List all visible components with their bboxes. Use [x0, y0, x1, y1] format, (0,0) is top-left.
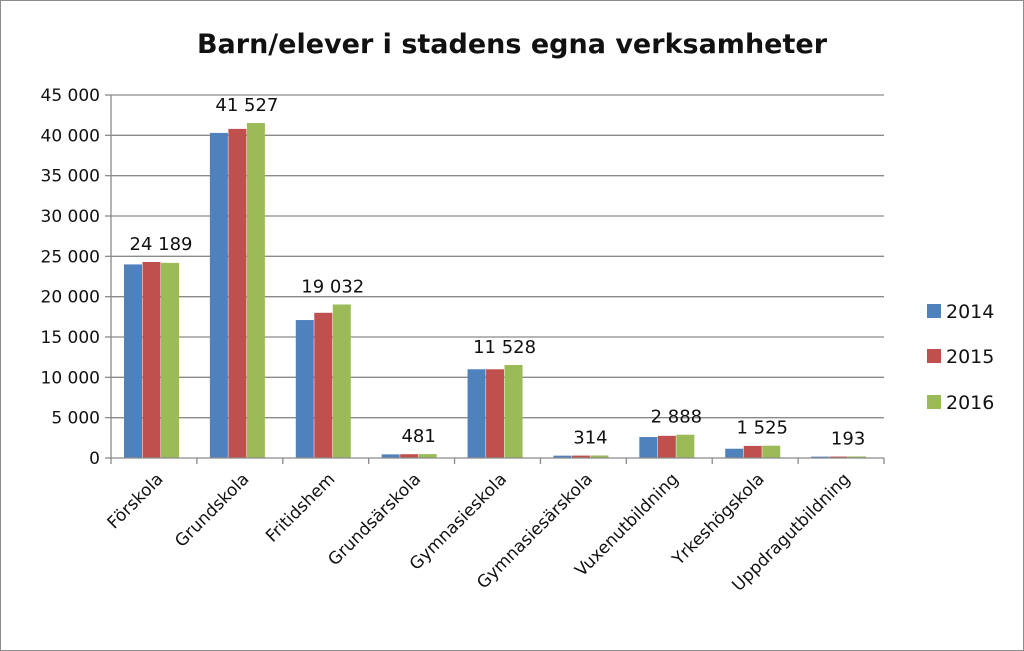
bar-2016 — [848, 456, 867, 458]
bar-2014 — [811, 456, 830, 458]
legend-label: 2016 — [946, 392, 994, 414]
bar-2015 — [657, 435, 676, 458]
legend: 2014 2015 2016 — [927, 301, 994, 414]
data-label: 19 032 — [301, 276, 364, 297]
bar-2014 — [553, 455, 572, 458]
data-label: 1 525 — [736, 418, 788, 439]
y-tick-label: 15 000 — [41, 328, 100, 348]
bar-2015 — [400, 454, 419, 458]
x-axis: Förskola Grundskola FritidshemGrundsärskol… — [104, 457, 885, 596]
y-tick-label: 35 000 — [41, 167, 100, 187]
data-label: 481 — [401, 426, 435, 447]
y-tick-label: 10 000 — [41, 368, 100, 388]
bar-2015 — [743, 445, 762, 458]
bar-2015 — [486, 369, 505, 458]
y-tick-label: 30 000 — [41, 207, 100, 227]
bar-2016 — [246, 123, 265, 458]
data-label: 314 — [573, 427, 607, 448]
bar-2016 — [676, 434, 695, 458]
x-tick-label: Förskola — [104, 469, 168, 533]
bar-2015 — [829, 456, 848, 458]
y-tick-label: 45 000 — [41, 86, 100, 106]
bar-2015 — [571, 455, 590, 458]
bar-2014 — [725, 448, 744, 458]
bar-2015 — [142, 261, 161, 458]
bar-2014 — [124, 264, 142, 458]
bar-2014 — [209, 132, 228, 458]
bar-2016 — [590, 455, 609, 458]
chart-title: Barn/elever i stadens egna verksamheter — [197, 29, 828, 60]
bar-2015 — [228, 128, 247, 458]
x-tick-label: Grundskola — [171, 469, 253, 551]
y-tick-label: 20 000 — [41, 288, 100, 308]
bar-2014 — [381, 454, 400, 458]
bar-2016 — [161, 262, 179, 458]
bar-2016 — [504, 365, 523, 458]
data-label: 24 189 — [130, 234, 193, 255]
bar-2016 — [418, 454, 437, 458]
legend-swatch-2015 — [927, 349, 941, 363]
bar-2015 — [314, 312, 333, 458]
data-label: 41 527 — [215, 95, 278, 116]
y-tick-label: 25 000 — [41, 247, 100, 267]
legend-swatch-2014 — [927, 304, 941, 318]
x-tick-label: Fritidshem — [262, 469, 339, 546]
y-tick-label: 40 000 — [41, 126, 100, 146]
bar-2016 — [762, 445, 781, 458]
bar-2014 — [467, 369, 486, 458]
data-labels: 24 189 41 527 19 032 481 11 528 314 2 888 1 525… — [130, 95, 866, 449]
y-axis: 0 5 000 10 000 15 000 20 000 25 000 30 000 35 0… — [41, 86, 112, 469]
data-label: 11 528 — [473, 337, 536, 358]
data-label: 2 888 — [651, 407, 703, 428]
bar-2014 — [295, 320, 314, 458]
y-tick-label: 5 000 — [51, 409, 100, 429]
y-tick-label: 0 — [89, 449, 100, 469]
bar-2016 — [332, 304, 351, 458]
data-label: 193 — [831, 428, 865, 449]
legend-label: 2015 — [946, 346, 994, 368]
bar-2014 — [639, 437, 658, 458]
legend-label: 2014 — [946, 301, 994, 323]
bars — [124, 123, 867, 458]
legend-swatch-2016 — [927, 395, 941, 409]
